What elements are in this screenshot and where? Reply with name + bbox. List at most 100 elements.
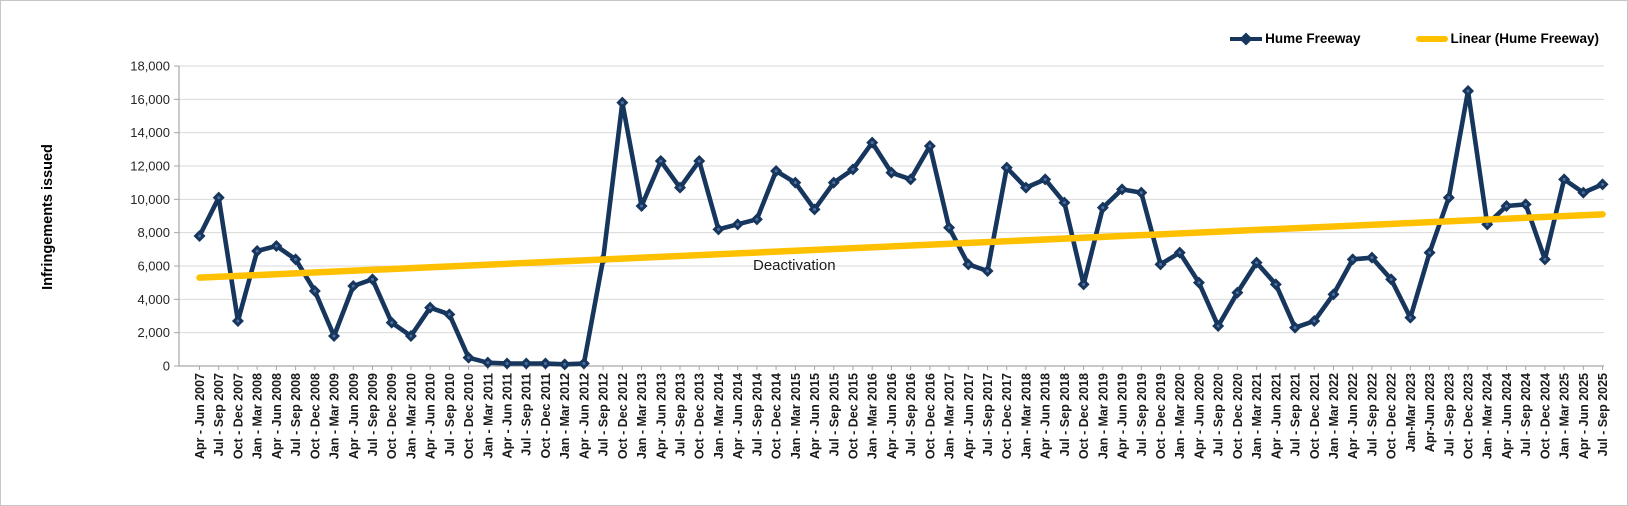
x-tick-label: Jan - Mar 2024 bbox=[1481, 373, 1495, 459]
legend-item-linear-trend[interactable]: Linear (Hume Freeway) bbox=[1416, 31, 1599, 46]
x-tick-label: Jan - Mar 2022 bbox=[1327, 373, 1341, 459]
x-tick-label: Apr - Jun 2012 bbox=[577, 373, 591, 459]
x-tick-label: Apr - Jun 2016 bbox=[885, 373, 899, 459]
x-tick-label: Jul - Sep 2015 bbox=[827, 373, 841, 456]
y-tick-label: 10,000 bbox=[130, 192, 170, 207]
x-tick-label: Jul - Sep 2016 bbox=[904, 373, 918, 456]
x-tick-label: Oct - Dec 2022 bbox=[1385, 373, 1399, 459]
x-tick-label: Oct - Dec 2007 bbox=[231, 373, 245, 459]
y-tick-label: 4,000 bbox=[137, 292, 170, 307]
x-tick-labels: Apr - Jun 2007 Jul - Sep 2007 Oct - Dec 20… bbox=[193, 373, 1610, 459]
x-tick-label: Jul - Sep 2009 bbox=[366, 373, 380, 456]
x-tick-label: Apr - Jun 2019 bbox=[1116, 373, 1130, 459]
x-tick-label: Oct - Dec 2017 bbox=[1000, 373, 1014, 459]
x-tick-label: Jul - Sep 2008 bbox=[289, 373, 303, 456]
trend-line bbox=[196, 211, 1606, 281]
x-tick-label: Apr - Jun 2020 bbox=[1192, 373, 1206, 459]
x-tick-label: Apr - Jun 2021 bbox=[1269, 373, 1283, 459]
x-tick-label: Jul - Sep 2020 bbox=[1212, 373, 1226, 456]
x-tick-label: Jul - Sep 2012 bbox=[597, 373, 611, 456]
x-tick-label: Jan - Mar 2012 bbox=[558, 373, 572, 459]
x-tick-label: Jan-Mar 2023 bbox=[1404, 373, 1418, 452]
x-tick-label: Oct - Dec 2021 bbox=[1308, 373, 1322, 459]
x-tick-label: Jan - Mar 2014 bbox=[712, 373, 726, 459]
x-tick-label: Oct - Dec 2008 bbox=[308, 373, 322, 459]
y-tick-label: 6,000 bbox=[137, 259, 170, 274]
x-tick-label: Jan - Mar 2008 bbox=[251, 373, 265, 459]
y-tick-label: 18,000 bbox=[130, 59, 170, 74]
legend: Hume Freeway Linear (Hume Freeway) bbox=[1229, 31, 1599, 46]
x-tick-label: Jan - Mar 2011 bbox=[481, 373, 495, 459]
x-tick-label: Jul - Sep 2022 bbox=[1365, 373, 1379, 456]
x-tick-label: Apr - Jun 2009 bbox=[347, 373, 361, 459]
gridlines bbox=[179, 65, 1604, 334]
x-tick-label: Jul - Sep 2021 bbox=[1289, 373, 1303, 456]
x-tick-label: Apr - Jun 2025 bbox=[1577, 373, 1591, 459]
x-tick-label: Jan - Mar 2015 bbox=[789, 373, 803, 459]
x-tick-label: Apr - Jun 2017 bbox=[962, 373, 976, 459]
y-tick-label: 14,000 bbox=[130, 125, 170, 140]
x-tick-label: Jul - Sep 2010 bbox=[443, 373, 457, 456]
x-tick-label: Jan - Mar 2018 bbox=[1019, 373, 1033, 459]
x-tick-label: Oct - Dec 2018 bbox=[1077, 373, 1091, 459]
legend-label-series: Hume Freeway bbox=[1265, 31, 1361, 46]
x-tick-label: Apr - Jun 2015 bbox=[808, 373, 822, 459]
series-line bbox=[197, 88, 1605, 367]
x-tick-label: Jul - Sep 2023 bbox=[1442, 373, 1456, 456]
x-tick-label: Apr - Jun 2018 bbox=[1039, 373, 1053, 459]
x-tick-label: Apr - Jun 2008 bbox=[270, 373, 284, 459]
x-tick-label: Oct - Dec 2024 bbox=[1538, 373, 1552, 459]
x-tick-label: Jan - Mar 2013 bbox=[635, 373, 649, 459]
deactivation-annotation: Deactivation bbox=[753, 257, 836, 274]
x-tick-label: Jan - Mar 2019 bbox=[1096, 373, 1110, 459]
x-tick-label: Apr - Jun 2014 bbox=[731, 373, 745, 459]
x-tick-label: Apr - Jun 2010 bbox=[424, 373, 438, 459]
y-tick-label: 8,000 bbox=[137, 225, 170, 240]
x-tick-label: Oct - Dec 2014 bbox=[770, 373, 784, 459]
y-axis-title: Infringements issued bbox=[40, 144, 56, 290]
x-tick-label: Apr - Jun 2022 bbox=[1346, 373, 1360, 459]
x-tick-label: Jul - Sep 2011 bbox=[520, 373, 534, 456]
y-tick-label: 2,000 bbox=[137, 325, 170, 340]
x-tick-label: Jan - Mar 2010 bbox=[404, 373, 418, 459]
x-tick-label: Oct - Dec 2016 bbox=[923, 373, 937, 459]
trend-line-icon bbox=[1416, 35, 1449, 42]
x-tick-label: Oct - Dec 2009 bbox=[385, 373, 399, 459]
x-tick-label: Jul - Sep 2018 bbox=[1058, 373, 1072, 456]
y-tick-label: 12,000 bbox=[130, 159, 170, 174]
x-tick-label: Jul - Sep 2019 bbox=[1135, 373, 1149, 456]
x-tick-label: Oct - Dec 2019 bbox=[1154, 373, 1168, 459]
x-tick-label: Oct - Dec 2015 bbox=[846, 373, 860, 459]
x-tick-label: Apr - Jun 2013 bbox=[654, 373, 668, 459]
y-tick-labels: 0 2,000 4,000 6,000 8,000 10,000 12,000 14,000 1… bbox=[130, 59, 170, 374]
legend-item-hume-freeway[interactable]: Hume Freeway bbox=[1229, 31, 1360, 46]
x-tick-label: Jul - Sep 2014 bbox=[750, 373, 764, 456]
x-tick-label: Jul - Sep 2017 bbox=[981, 373, 995, 456]
x-tick-label: Jul - Sep 2024 bbox=[1519, 373, 1533, 456]
legend-label-trend: Linear (Hume Freeway) bbox=[1450, 31, 1599, 46]
x-tick-label: Jan - Mar 2021 bbox=[1250, 373, 1264, 459]
x-tick-label: Apr-Jun 2023 bbox=[1423, 373, 1437, 452]
x-tick-label: Jan - Mar 2009 bbox=[328, 373, 342, 459]
x-tick-label: Jul - Sep 2013 bbox=[674, 373, 688, 456]
x-tick-label: Oct - Dec 2020 bbox=[1231, 373, 1245, 459]
x-tick-label: Oct - Dec 2011 bbox=[539, 373, 553, 459]
series-diamond-marker-icon bbox=[1230, 32, 1263, 45]
x-tick-label: Oct - Dec 2012 bbox=[616, 373, 630, 459]
x-tick-label: Jan - Mar 2017 bbox=[943, 373, 957, 459]
x-tick-label: Oct - Dec 2013 bbox=[693, 373, 707, 459]
y-tick-label: 16,000 bbox=[130, 92, 170, 107]
series-markers bbox=[193, 85, 1609, 371]
x-tick-label: Jan - Mar 2016 bbox=[866, 373, 880, 459]
x-tick-label: Oct - Dec 2010 bbox=[462, 373, 476, 459]
x-tick-label: Apr - Jun 2007 bbox=[193, 373, 207, 459]
x-tick-label: Jul - Sep 2007 bbox=[212, 373, 226, 456]
x-tick-label: Apr - Jun 2024 bbox=[1500, 373, 1514, 459]
x-tick-label: Jan - Mar 2020 bbox=[1173, 373, 1187, 459]
x-tick-label: Jan - Mar 2025 bbox=[1558, 373, 1572, 459]
x-tick-label: Oct - Dec 2023 bbox=[1462, 373, 1476, 459]
y-tick-label: 0 bbox=[163, 359, 170, 374]
x-tick-label: Apr - Jun 2011 bbox=[501, 373, 515, 458]
